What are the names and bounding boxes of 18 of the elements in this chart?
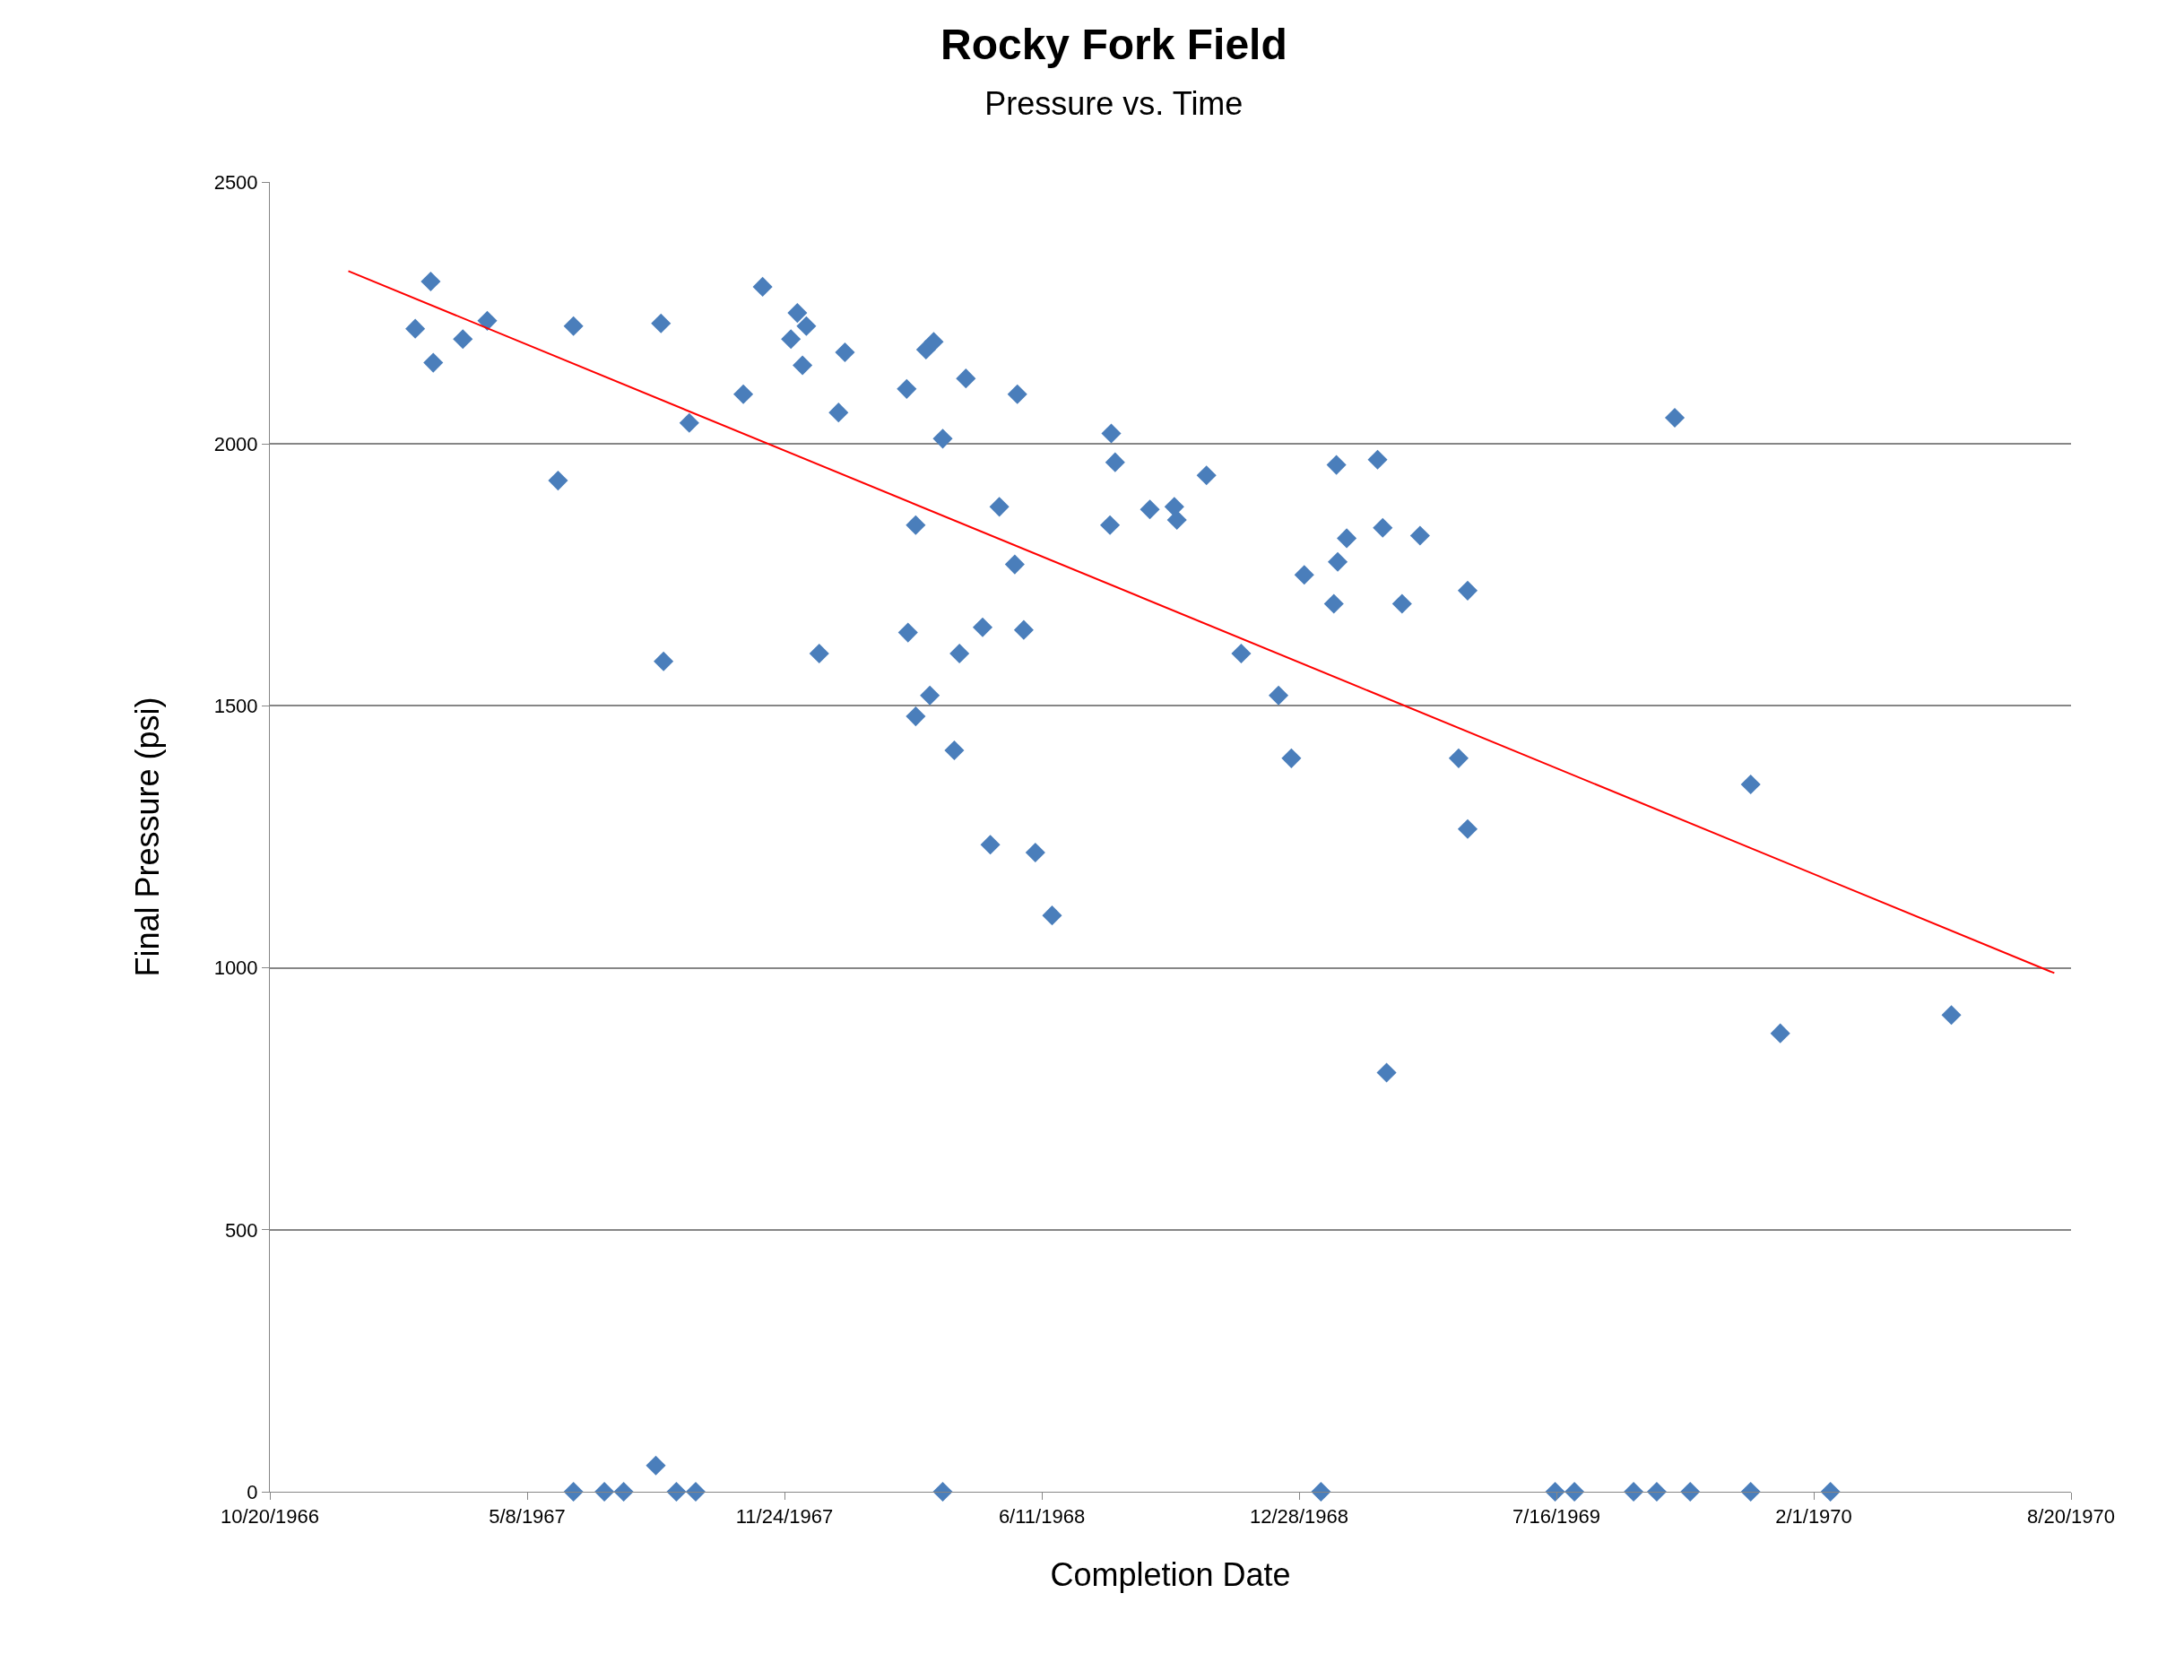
y-tick-label: 2500	[213, 170, 258, 194]
y-axis-title: Final Pressure (psi)	[128, 697, 166, 977]
y-tick-label: 1500	[213, 695, 258, 718]
x-tick-label: 12/28/1968	[1249, 1505, 1349, 1528]
x-axis-title: Completion Date	[1050, 1556, 1291, 1594]
chart-subtitle: Pressure vs. Time	[984, 84, 1244, 122]
x-tick-label: 11/24/1967	[735, 1505, 834, 1528]
y-tick-label: 0	[247, 1480, 258, 1503]
x-tick-label: 2/1/1970	[1775, 1505, 1852, 1528]
x-tick-label: 8/20/1970	[2027, 1505, 2115, 1528]
x-tick-label: 7/16/1969	[1512, 1505, 1600, 1528]
x-tick-label: 5/8/1967	[489, 1505, 566, 1528]
x-tick-label: 6/11/1968	[998, 1505, 1086, 1528]
y-tick-label: 1000	[213, 957, 258, 980]
y-tick-label: 500	[224, 1218, 258, 1242]
x-tick-label: 10/20/1966	[220, 1505, 320, 1528]
y-tick-label: 2000	[213, 432, 258, 455]
chart-title: Rocky Fork Field	[940, 20, 1287, 68]
